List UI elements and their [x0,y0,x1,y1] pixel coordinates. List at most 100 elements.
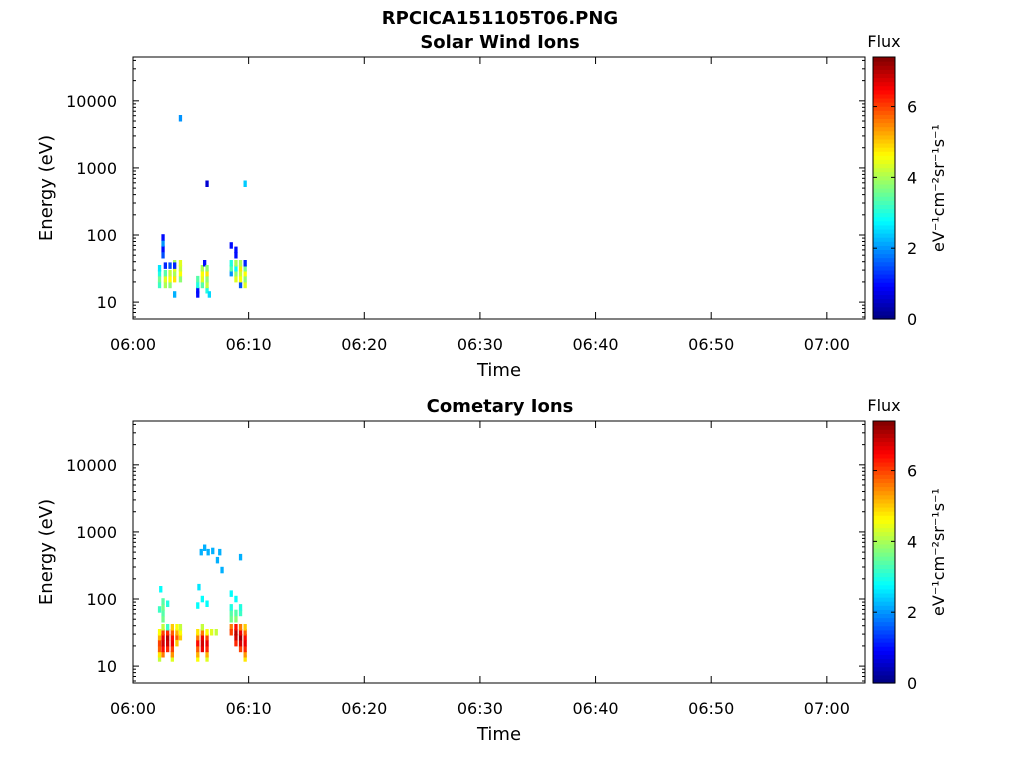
heatmap-cell [243,645,247,653]
heatmap-cell [205,269,209,277]
heatmap-cell [200,281,204,289]
colorbar-segment [873,625,895,631]
colorbar-segment [873,592,895,598]
heatmap-cell [175,629,179,636]
x-tick-label: 06:30 [457,699,503,718]
heatmap-cell [243,281,247,289]
colorbar-segment [873,568,895,574]
colorbar-segment [873,617,895,623]
colorbar-segment [873,179,895,185]
heatmap-cell [205,180,209,187]
heatmap-cell [166,639,170,647]
heatmap-cell [205,651,209,658]
colorbar-segment [873,93,895,99]
colorbar-segment [873,314,895,320]
heatmap-cell [234,639,238,647]
heatmap-cell [200,595,204,603]
colorbar-segment [873,633,895,639]
heatmap-cell [218,548,222,556]
colorbar-segment [873,539,895,545]
heatmap-cell [238,624,243,631]
heatmap-cell [238,609,243,617]
colorbar-segment [873,637,895,643]
colorbar-segment [873,674,895,680]
heatmap-cell [175,633,179,641]
colorbar-segment [873,212,895,218]
heatmap-cell [196,645,200,653]
heatmap-cell [173,275,177,283]
y-tick-label: 10 [97,293,117,312]
heatmap-cell [166,633,170,641]
colorbar-segment [873,261,895,267]
heatmap-cell [178,265,183,272]
heatmap-cell [229,590,233,597]
colorbar-segment [873,457,895,463]
colorbar-segment [873,486,895,492]
heatmap-cell [234,246,238,254]
colorbar-segment [873,478,895,483]
heatmap-cell [234,616,238,623]
heatmap-cell [238,265,243,272]
heatmap-cell [170,639,174,647]
y-tick-label: 100 [86,590,117,609]
colorbar-segment [873,482,895,488]
x-axis-label: Time [476,360,521,381]
heatmap-cell [161,616,165,623]
heatmap-cell [166,645,170,653]
heatmap-cell [173,291,177,298]
colorbar-label: eV⁻¹cm⁻²sr⁻¹s⁻¹ [929,488,948,616]
colorbar-segment [873,290,895,296]
colorbar-segment [873,445,895,451]
colorbar-segment [873,425,895,430]
heatmap-cell [200,633,204,641]
x-axis-label: Time [476,724,521,745]
heatmap-cell [234,595,238,603]
colorbar-segment [873,547,895,553]
colorbar-segment [873,114,895,119]
heatmap-cell [178,629,183,636]
heatmap-cell [161,240,165,247]
heatmap-cell [234,275,238,283]
colorbar-tick-label: 2 [907,603,917,622]
heatmap-cell [234,269,238,277]
heatmap-cell [159,586,163,593]
x-tick-label: 06:20 [341,335,387,354]
colorbar-segment [873,461,895,467]
colorbar-segment [873,433,895,438]
heatmap-cell [196,602,200,609]
x-tick-label: 06:10 [226,335,272,354]
heatmap-cell [238,604,243,611]
colorbar-segment [873,249,895,255]
heatmap-cell [205,265,209,272]
colorbar-segment [873,642,895,647]
colorbar-segment [873,666,895,672]
heatmap-cell [170,645,174,653]
x-tick-label: 06:10 [226,699,272,718]
colorbar-segment [873,253,895,259]
heatmap-cell [243,180,247,187]
colorbar-segment [873,134,895,140]
heatmap-cell [238,629,243,636]
heatmap-cell [161,645,165,653]
colorbar-segment [873,294,895,300]
heatmap-cell [173,269,177,277]
heatmap-cell [229,604,233,611]
colorbar-segment [873,159,895,165]
heatmap-cell [161,598,165,605]
heatmap-cell [238,639,243,647]
colorbar-segment [873,453,895,459]
colorbar-segment [873,678,895,684]
colorbar-segment [873,437,895,443]
colorbar-segment [873,196,895,201]
heatmap-cell [229,265,233,272]
y-axis: 10 100 1000 10000 [66,59,865,318]
colorbar-segment [873,421,895,426]
colorbar-tick-label: 4 [907,532,917,551]
heatmap-cell [234,609,238,617]
colorbar-segment [873,192,895,197]
heatmap-cell [161,604,165,611]
colorbar-segment [873,543,895,549]
heatmap-cell [238,269,243,277]
heatmap-cell [205,600,209,607]
heatmap-cell [178,624,183,631]
